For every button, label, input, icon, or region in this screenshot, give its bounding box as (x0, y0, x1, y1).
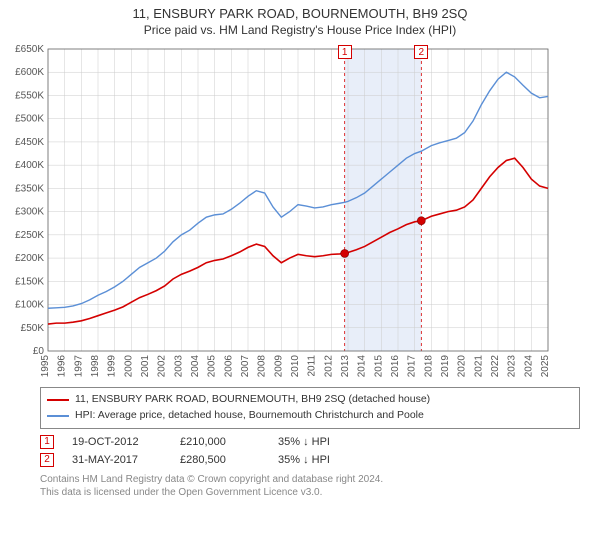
sale-row: 1 19-OCT-2012 £210,000 35% ↓ HPI (40, 433, 580, 451)
legend-label: HPI: Average price, detached house, Bour… (75, 408, 424, 424)
svg-text:1997: 1997 (73, 355, 84, 378)
svg-text:2015: 2015 (373, 355, 384, 378)
legend-label: 11, ENSBURY PARK ROAD, BOURNEMOUTH, BH9 … (75, 392, 430, 408)
footer-line-1: Contains HM Land Registry data © Crown c… (40, 473, 580, 486)
legend-swatch (47, 415, 69, 417)
svg-text:£250K: £250K (15, 230, 44, 241)
svg-text:1995: 1995 (40, 355, 51, 378)
footer-line-2: This data is licensed under the Open Gov… (40, 486, 580, 499)
plot-area: £0£50K£100K£150K£200K£250K£300K£350K£400… (0, 41, 600, 381)
svg-text:2023: 2023 (507, 355, 518, 378)
svg-text:£200K: £200K (15, 253, 44, 264)
svg-text:2003: 2003 (173, 355, 184, 378)
sale-date: 31-MAY-2017 (72, 454, 162, 466)
svg-text:2010: 2010 (290, 355, 301, 378)
svg-text:2001: 2001 (140, 355, 151, 378)
page-title: 11, ENSBURY PARK ROAD, BOURNEMOUTH, BH9 … (0, 0, 600, 21)
svg-text:2007: 2007 (240, 355, 251, 378)
svg-text:£350K: £350K (15, 183, 44, 194)
svg-text:2013: 2013 (340, 355, 351, 378)
svg-text:£300K: £300K (15, 207, 44, 218)
svg-text:2016: 2016 (390, 355, 401, 378)
svg-text:2011: 2011 (307, 355, 318, 377)
svg-text:2020: 2020 (457, 355, 468, 378)
sale-price: £210,000 (180, 436, 260, 448)
svg-text:1998: 1998 (90, 355, 101, 378)
svg-text:2002: 2002 (157, 355, 168, 378)
svg-text:2000: 2000 (123, 355, 134, 378)
svg-text:2019: 2019 (440, 355, 451, 378)
svg-text:2025: 2025 (540, 355, 551, 378)
svg-text:£400K: £400K (15, 160, 44, 171)
svg-text:2017: 2017 (407, 355, 418, 378)
svg-text:£150K: £150K (15, 276, 44, 287)
sale-price: £280,500 (180, 454, 260, 466)
sale-callout: 1 (338, 45, 352, 59)
sale-row: 2 31-MAY-2017 £280,500 35% ↓ HPI (40, 451, 580, 469)
svg-text:£500K: £500K (15, 114, 44, 125)
svg-text:2005: 2005 (207, 355, 218, 378)
svg-text:1999: 1999 (107, 355, 118, 378)
svg-text:2004: 2004 (190, 355, 201, 378)
legend: 11, ENSBURY PARK ROAD, BOURNEMOUTH, BH9 … (40, 387, 580, 429)
svg-text:2012: 2012 (323, 355, 334, 378)
sale-callout: 2 (414, 45, 428, 59)
chart-container: 11, ENSBURY PARK ROAD, BOURNEMOUTH, BH9 … (0, 0, 600, 560)
svg-text:2008: 2008 (257, 355, 268, 378)
svg-text:2009: 2009 (273, 355, 284, 378)
svg-text:£50K: £50K (21, 323, 45, 334)
sale-date: 19-OCT-2012 (72, 436, 162, 448)
sale-marker: 2 (40, 453, 54, 467)
svg-text:2021: 2021 (473, 355, 484, 378)
sale-marker: 1 (40, 435, 54, 449)
sales-table: 1 19-OCT-2012 £210,000 35% ↓ HPI 2 31-MAY-201… (40, 433, 580, 469)
svg-text:2006: 2006 (223, 355, 234, 378)
sale-hpi: 35% ↓ HPI (278, 436, 358, 448)
svg-text:1996: 1996 (57, 355, 68, 378)
svg-text:£600K: £600K (15, 67, 44, 78)
line-chart: £0£50K£100K£150K£200K£250K£300K£350K£400… (0, 41, 560, 381)
legend-item: 11, ENSBURY PARK ROAD, BOURNEMOUTH, BH9 … (47, 392, 573, 408)
page-subtitle: Price paid vs. HM Land Registry's House … (0, 21, 600, 41)
svg-text:£650K: £650K (15, 44, 44, 55)
svg-text:2024: 2024 (523, 355, 534, 378)
sale-hpi: 35% ↓ HPI (278, 454, 358, 466)
svg-text:£100K: £100K (15, 300, 44, 311)
svg-text:2014: 2014 (357, 355, 368, 378)
svg-text:2022: 2022 (490, 355, 501, 378)
footer: Contains HM Land Registry data © Crown c… (40, 473, 580, 499)
svg-text:2018: 2018 (423, 355, 434, 378)
legend-item: HPI: Average price, detached house, Bour… (47, 408, 573, 424)
svg-text:£550K: £550K (15, 90, 44, 101)
legend-swatch (47, 399, 69, 401)
svg-text:£450K: £450K (15, 137, 44, 148)
